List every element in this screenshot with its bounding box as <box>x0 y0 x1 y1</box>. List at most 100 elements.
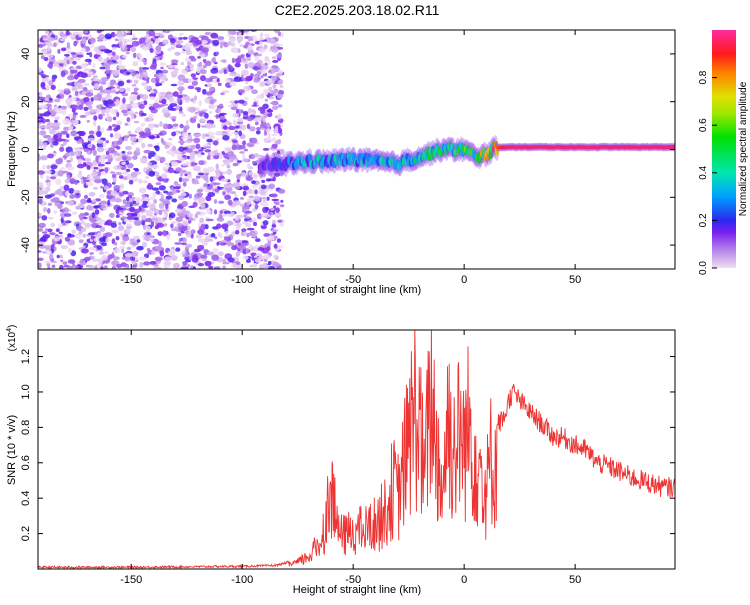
noise-speckle <box>215 130 223 136</box>
noise-speckle <box>99 200 108 205</box>
noise-speckle <box>211 57 217 63</box>
noise-speckle <box>80 227 87 232</box>
noise-speckle <box>147 182 152 189</box>
noise-speckle <box>164 256 172 262</box>
noise-speckle <box>126 79 130 83</box>
noise-speckle <box>275 212 282 219</box>
noise-speckle <box>177 140 186 144</box>
noise-speckle <box>275 201 280 206</box>
noise-speckle <box>79 259 86 266</box>
noise-speckle <box>98 114 103 120</box>
noise-speckle <box>114 38 120 42</box>
noise-speckle <box>220 164 226 167</box>
noise-speckle <box>277 104 283 108</box>
noise-speckle <box>131 102 139 109</box>
noise-speckle <box>224 121 231 125</box>
noise-speckle <box>71 229 76 234</box>
noise-speckle <box>114 152 121 157</box>
noise-speckle <box>45 119 50 123</box>
noise-speckle <box>112 134 121 139</box>
noise-speckle <box>208 111 213 114</box>
noise-speckle <box>203 182 208 188</box>
noise-speckle <box>61 109 67 116</box>
noise-speckle <box>222 59 227 64</box>
noise-speckle <box>275 207 280 213</box>
snr-xtick-label: -50 <box>345 574 361 586</box>
noise-speckle <box>209 152 215 156</box>
noise-speckle <box>60 217 64 223</box>
noise-speckle <box>62 118 70 125</box>
noise-speckle <box>129 136 137 143</box>
noise-speckle <box>159 250 165 257</box>
noise-speckle <box>262 220 269 226</box>
noise-speckle <box>226 164 231 169</box>
noise-speckle <box>99 185 104 189</box>
noise-speckle <box>247 35 252 42</box>
noise-speckle <box>149 65 157 70</box>
spectrogram-panel: -150 -100 -50 0 50 -40 -20 0 20 40 Height of stra… <box>6 29 676 296</box>
noise-speckle <box>234 217 240 221</box>
noise-speckle <box>177 153 183 160</box>
snr-ytick-label: 0.4 <box>20 491 32 506</box>
snr-ylabel: SNR (10 * v/v) <box>6 415 18 485</box>
noise-speckle <box>195 143 201 150</box>
noise-speckle <box>122 54 128 59</box>
noise-speckle <box>247 163 251 170</box>
noise-speckle <box>147 162 152 166</box>
noise-speckle <box>254 121 259 126</box>
noise-speckle <box>130 171 138 178</box>
noise-speckle <box>178 177 183 183</box>
svg-text:(x104): (x104) <box>6 325 18 352</box>
noise-speckle <box>200 75 206 82</box>
noise-speckle <box>232 113 240 118</box>
noise-speckle <box>271 105 279 111</box>
noise-speckle <box>73 147 81 151</box>
noise-speckle <box>115 91 120 95</box>
noise-speckle <box>198 149 204 152</box>
noise-speckle <box>67 166 75 171</box>
noise-speckle <box>182 254 190 258</box>
noise-speckle <box>153 124 160 128</box>
noise-speckle <box>57 48 61 54</box>
noise-speckle <box>231 132 239 135</box>
noise-speckle <box>124 223 132 227</box>
noise-speckle <box>83 30 89 34</box>
noise-speckle <box>238 99 245 104</box>
noise-speckle <box>188 106 197 113</box>
noise-speckle <box>46 262 51 267</box>
noise-speckle <box>106 190 111 195</box>
noise-speckle <box>185 66 189 71</box>
noise-speckle <box>54 119 58 124</box>
noise-speckle <box>129 238 136 242</box>
noise-speckle <box>273 235 278 240</box>
noise-speckle <box>87 143 93 149</box>
noise-speckle <box>58 190 64 197</box>
noise-speckle <box>263 112 268 119</box>
noise-speckle <box>138 205 142 211</box>
noise-speckle <box>149 260 157 265</box>
noise-speckle <box>154 154 159 160</box>
noise-speckle <box>49 253 54 261</box>
noise-speckle <box>272 223 276 226</box>
noise-speckle <box>59 167 66 171</box>
noise-speckle <box>251 188 254 195</box>
noise-speckle <box>277 113 282 120</box>
noise-speckle <box>67 259 76 264</box>
noise-speckle <box>178 238 182 243</box>
noise-speckle <box>86 120 91 123</box>
noise-speckle <box>148 96 156 100</box>
noise-speckle <box>262 70 267 75</box>
noise-speckle <box>111 51 116 56</box>
noise-speckle <box>252 263 258 268</box>
noise-speckle <box>69 156 73 163</box>
noise-speckle <box>149 203 156 210</box>
noise-speckle <box>264 138 269 143</box>
noise-speckle <box>184 173 188 177</box>
noise-speckle <box>105 238 110 243</box>
noise-speckle <box>38 262 42 269</box>
noise-speckle <box>234 62 241 68</box>
noise-speckle <box>253 77 261 83</box>
noise-speckle <box>144 176 150 179</box>
noise-speckle <box>98 165 102 169</box>
noise-speckle <box>116 111 120 118</box>
